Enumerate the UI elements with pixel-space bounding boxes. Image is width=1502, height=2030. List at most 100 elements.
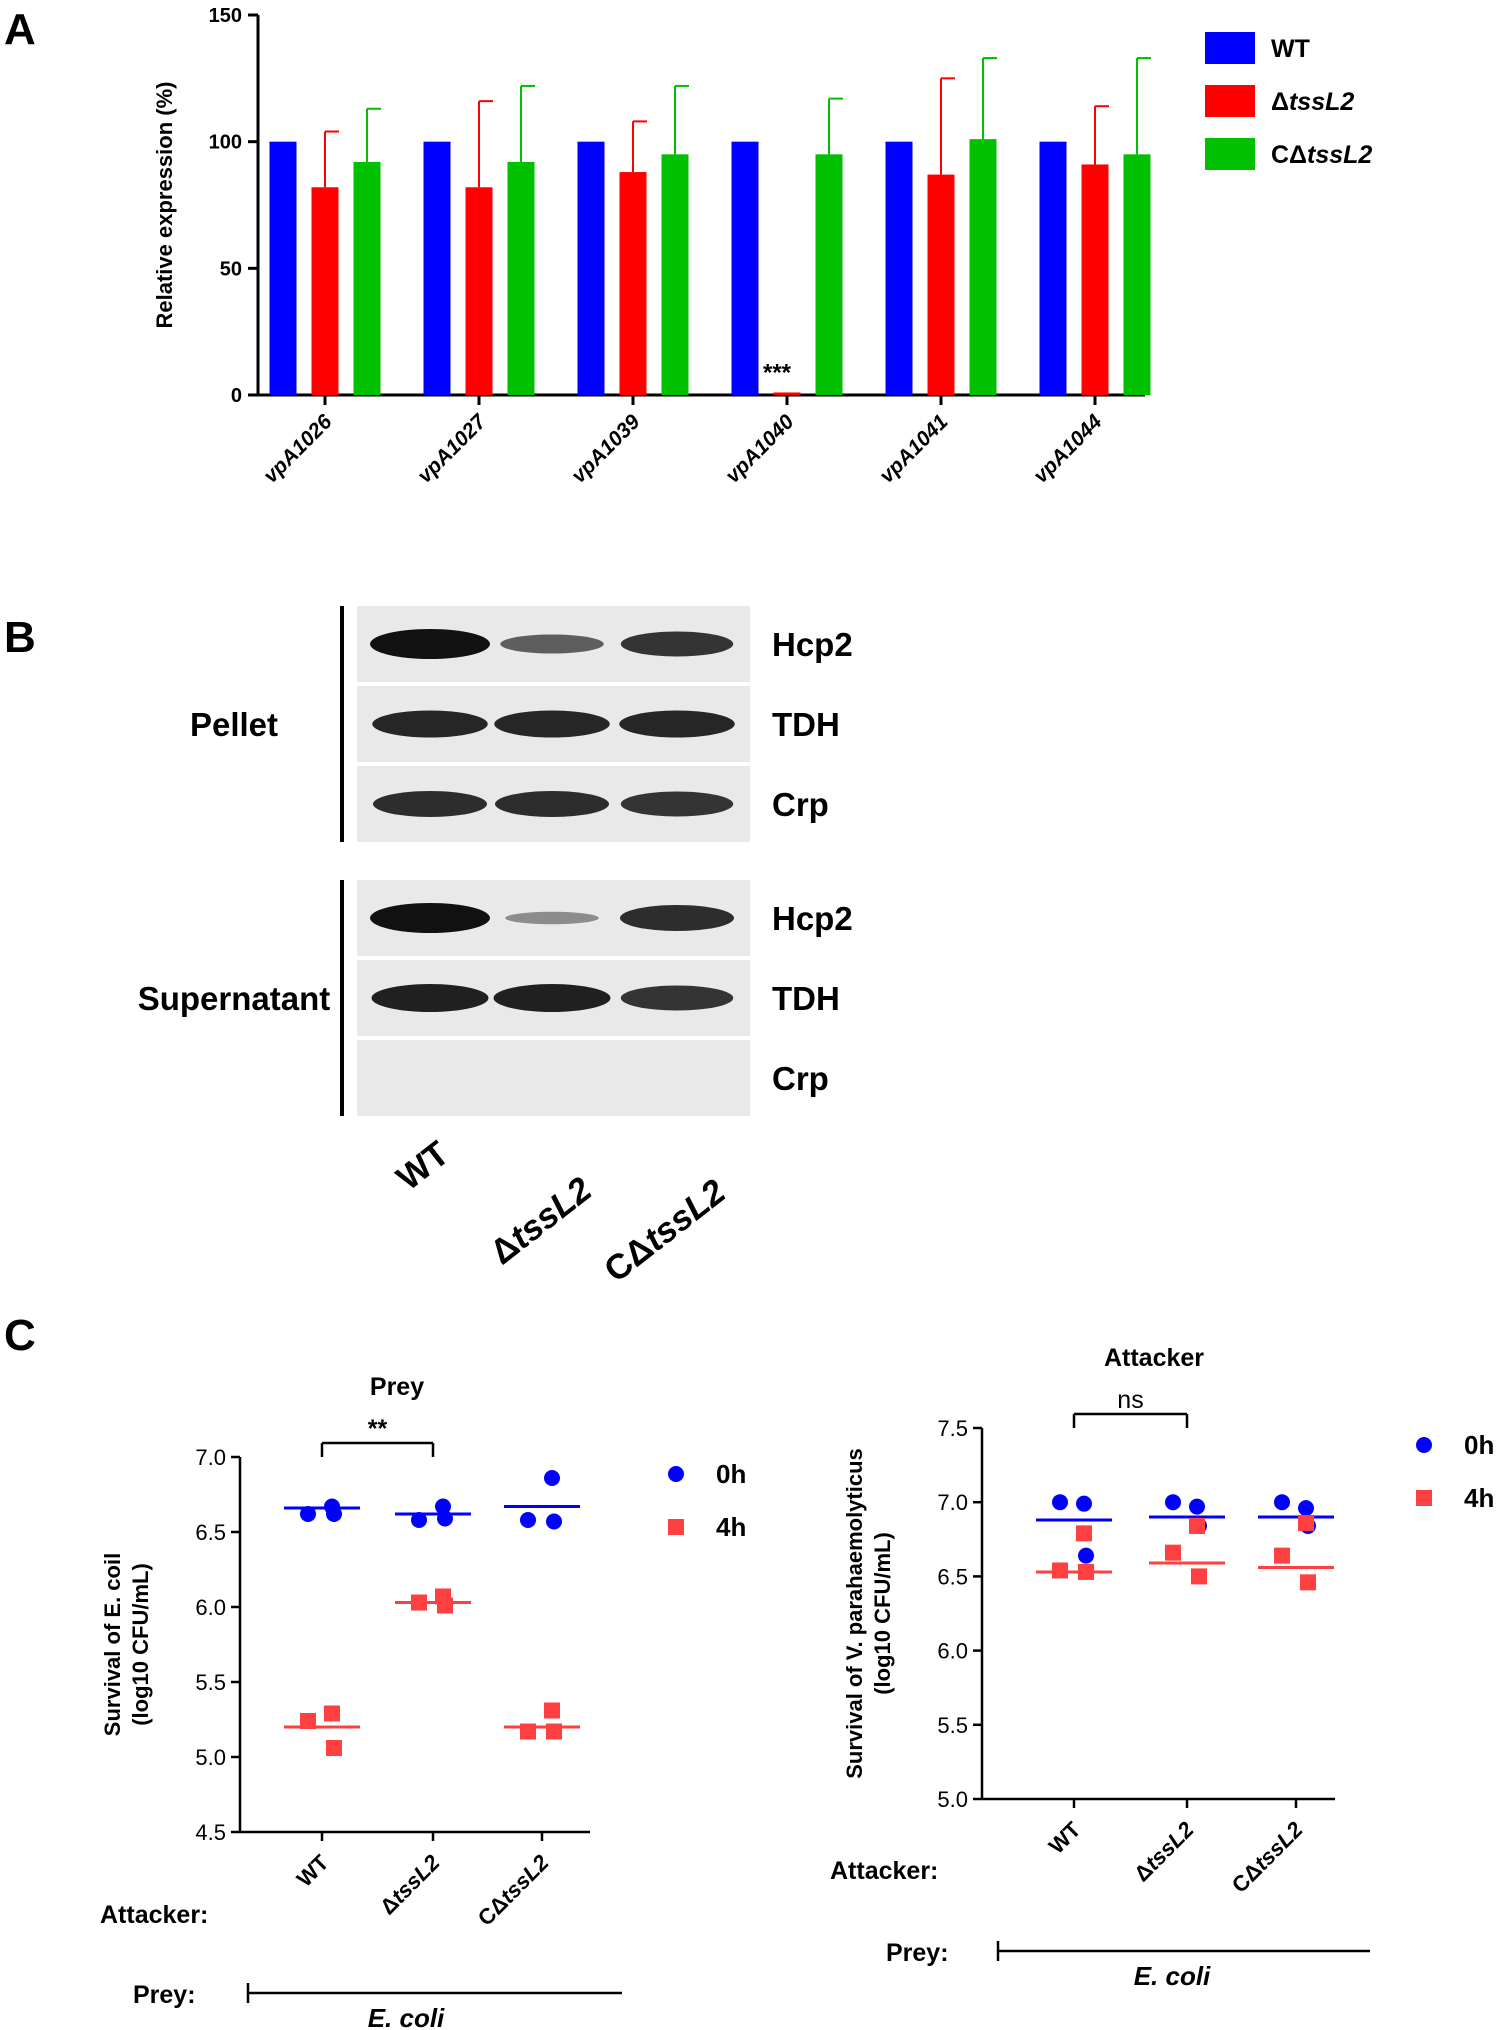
y-tick-label: 4.5 [195, 1820, 226, 1845]
y-axis-label-line2: (log10 CFU/mL) [128, 1563, 153, 1726]
x-tick-label: vpA1040 [721, 410, 799, 488]
data-point-4h [411, 1594, 427, 1611]
data-point-0h [544, 1470, 560, 1486]
data-point-0h [1298, 1500, 1314, 1517]
data-point-0h [435, 1498, 451, 1515]
bar [353, 161, 381, 395]
bar [885, 141, 913, 395]
data-point-0h [520, 1512, 536, 1528]
data-point-0h [1165, 1494, 1181, 1511]
lane-label: ΔtssL2 [483, 1169, 599, 1272]
data-point-0h [1078, 1547, 1094, 1564]
x-tick-label: CΔtssL2 [1227, 1816, 1308, 1897]
blot-band [620, 985, 734, 1011]
blot-band [620, 631, 734, 657]
y-tick-label: 5.5 [937, 1713, 968, 1738]
data-point-4h [544, 1702, 560, 1719]
data-point-0h [1076, 1495, 1092, 1512]
y-tick-label: 6.0 [195, 1595, 226, 1620]
data-point-0h [326, 1506, 342, 1522]
x-tick-label: ΔtssL2 [1129, 1816, 1199, 1886]
blot-band [493, 984, 611, 1012]
y-tick-label: 5.0 [937, 1787, 968, 1812]
data-point-4h [1165, 1544, 1181, 1561]
legend-label: 0h [1464, 1430, 1494, 1460]
protein-label: Hcp2 [772, 626, 853, 663]
legend-label: 4h [1464, 1483, 1494, 1513]
bar [773, 392, 801, 395]
y-tick-label: 0 [231, 385, 242, 407]
data-point-0h [437, 1510, 453, 1527]
bar [423, 141, 451, 395]
blot-band [494, 710, 610, 738]
bar [969, 139, 997, 395]
data-point-4h [1274, 1547, 1290, 1564]
attacker-label-right: Attacker: [830, 1857, 938, 1885]
bar [815, 154, 843, 395]
panel-c-labels: Attacker: Attacker: Prey: Prey: E. coli E. co… [100, 1857, 1370, 2030]
protein-label: TDH [772, 980, 840, 1017]
x-tick-label: WT [1044, 1816, 1086, 1858]
prey-label-left: Prey: [133, 1981, 196, 2009]
bar [1123, 154, 1151, 395]
y-tick-label: 7.5 [937, 1416, 968, 1441]
blot-band [500, 634, 604, 654]
data-point-4h [520, 1723, 536, 1740]
data-point-4h [1189, 1517, 1205, 1534]
chart-title: Attacker [1104, 1344, 1204, 1372]
data-point-0h [411, 1512, 427, 1528]
sig-mark: ** [368, 1415, 388, 1443]
lane-label: CΔtssL2 [597, 1172, 733, 1290]
bar [1039, 141, 1067, 395]
data-point-4h [546, 1723, 562, 1740]
y-tick-label: 6.5 [937, 1564, 968, 1589]
data-point-4h [1298, 1514, 1314, 1531]
legend-label: CΔtssL2 [1271, 141, 1372, 169]
blot-band [620, 905, 734, 931]
data-point-0h [1189, 1498, 1205, 1515]
group-label: Supernatant [138, 980, 331, 1017]
bar [1081, 164, 1109, 395]
legend-swatch [1205, 138, 1255, 170]
data-point-0h [546, 1513, 562, 1530]
protein-label: Crp [772, 786, 829, 823]
protein-label: TDH [772, 706, 840, 743]
prey-value-label: E. coli [368, 2003, 445, 2030]
panel-a-letter: A [4, 5, 36, 54]
x-tick-label: vpA1039 [567, 410, 645, 488]
bar [619, 172, 647, 395]
panel-b-western-blot: Pellet Hcp2 TDH Crp Supernatant Hcp2 TDH Crp WT Δ… [138, 606, 853, 1290]
data-point-0h [300, 1506, 316, 1522]
y-tick-label: 50 [220, 258, 242, 280]
bar [465, 187, 493, 395]
y-axis-label-line1: Survival of E. coil [100, 1553, 125, 1736]
y-tick-label: 100 [209, 132, 242, 154]
y-tick-label: 150 [209, 5, 242, 27]
data-point-4h [1300, 1574, 1316, 1591]
legend-marker-4h [1416, 1490, 1432, 1506]
lane-label: WT [389, 1134, 456, 1198]
y-axis-label: Relative expression (%) [152, 82, 177, 329]
x-tick-label: vpA1044 [1029, 410, 1107, 488]
chart-title: Prey [370, 1373, 424, 1401]
panel-a-bar-chart: 0 50 100 150 Relative expression (%) vpA1026 v… [152, 5, 1372, 488]
x-tick-label: WT [292, 1849, 334, 1891]
legend-marker-0h [668, 1466, 684, 1482]
significance-mark: *** [763, 359, 792, 386]
prey-label-right: Prey: [886, 1939, 949, 1967]
bar [269, 141, 297, 395]
blot-band [372, 710, 488, 738]
protein-label: Hcp2 [772, 900, 853, 937]
blot-band [495, 791, 609, 817]
x-tick-label: ΔtssL2 [375, 1849, 445, 1919]
legend-label: 0h [716, 1459, 746, 1489]
y-axis-label-line2: (log10 CFU/mL) [870, 1532, 895, 1695]
blot-band [505, 911, 599, 925]
bar [661, 154, 689, 395]
blot-band [620, 791, 734, 817]
data-point-4h [1052, 1562, 1068, 1579]
blot-band [373, 791, 487, 817]
panel-c-prey-chart: Prey 4.5 5.0 5.5 6.0 6.5 7.0 Survival of E. coi… [100, 1373, 746, 1931]
